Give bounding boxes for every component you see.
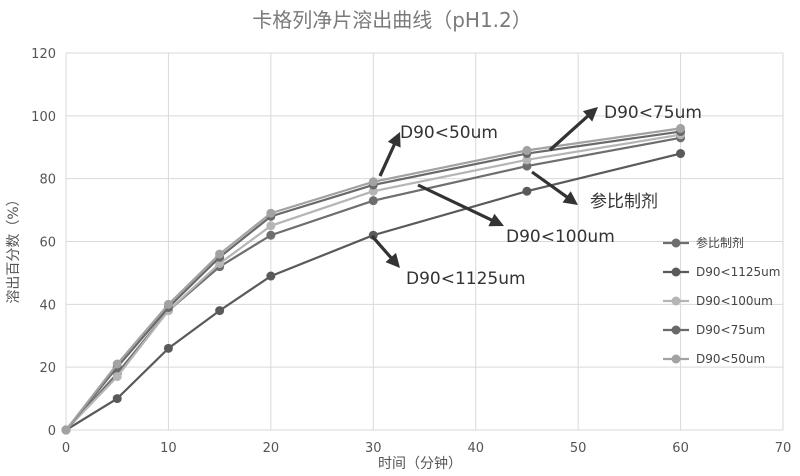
x-tick-label: 60 <box>672 441 689 456</box>
x-tick-label: 30 <box>365 441 382 456</box>
x-axis-label: 时间（分钟） <box>378 455 462 472</box>
legend-item: D90<50um <box>663 352 765 366</box>
data-point <box>368 196 378 206</box>
x-tick-label: 10 <box>160 441 177 456</box>
y-tick-label: 120 <box>31 47 56 62</box>
data-point <box>266 221 276 231</box>
data-point <box>368 186 378 196</box>
x-tick-label: 40 <box>467 441 484 456</box>
legend-label: D90<75um <box>696 323 765 337</box>
y-tick-labels: 0 20 40 60 80 100 120 <box>31 47 56 439</box>
legend-swatch-marker <box>671 267 681 277</box>
data-point <box>112 394 122 404</box>
data-point <box>266 208 276 218</box>
annotation-arrow <box>548 107 598 152</box>
legend-label: 参比制剂 <box>696 235 744 250</box>
data-point <box>522 161 532 171</box>
y-axis-label: 溶出百分数（%） <box>6 192 22 303</box>
data-point <box>112 372 122 382</box>
annotation-label: 参比制剂 <box>590 192 658 212</box>
data-point <box>163 299 173 309</box>
data-point <box>266 230 276 240</box>
series-line <box>65 152 681 431</box>
legend-item: D90<100um <box>663 294 773 308</box>
data-point <box>522 155 532 165</box>
legend-item: D90<1125um <box>663 265 780 279</box>
data-point <box>522 186 532 196</box>
legend-item: D90<75um <box>663 323 765 337</box>
data-point <box>266 271 276 281</box>
x-tick-label: 20 <box>263 441 280 456</box>
legend: 参比制剂 D90<1125um D90<100um D90<75um D90<50um <box>663 235 780 366</box>
data-point <box>215 249 225 259</box>
data-point <box>522 145 532 155</box>
series-4 <box>61 123 686 435</box>
y-tick-label: 80 <box>39 173 56 188</box>
annotation-label: D90<100um <box>506 227 615 247</box>
series-line <box>65 136 681 431</box>
data-point <box>163 343 173 353</box>
annotation-arrow <box>531 170 578 205</box>
data-point <box>215 258 225 268</box>
annotation-layer: D90<50um D90<75um 参比制剂 D90<100um D90<1125um <box>370 103 702 289</box>
series-line <box>65 127 681 431</box>
series-line <box>65 130 681 431</box>
grid-layer <box>65 52 784 431</box>
data-point <box>676 149 686 159</box>
data-point <box>61 425 71 435</box>
legend-swatch-marker <box>671 238 681 248</box>
data-point <box>368 177 378 187</box>
y-tick-label: 20 <box>39 361 56 376</box>
annotation-arrow <box>378 132 401 177</box>
x-tick-labels: 0 10 20 30 40 50 60 70 <box>62 441 791 456</box>
legend-swatch-marker <box>671 325 681 335</box>
y-tick-label: 40 <box>39 298 56 313</box>
data-point <box>676 123 686 133</box>
annotation-label: D90<50um <box>400 123 498 143</box>
y-tick-label: 100 <box>31 110 56 125</box>
annotation-arrow <box>370 234 400 268</box>
y-tick-label: 60 <box>39 236 56 251</box>
x-tick-label: 50 <box>570 441 587 456</box>
legend-label: D90<50um <box>696 352 765 366</box>
chart-title: 卡格列净片溶出曲线（pH1.2） <box>252 8 532 32</box>
x-tick-label: 0 <box>62 441 70 456</box>
data-point <box>112 359 122 369</box>
legend-item: 参比制剂 <box>663 235 744 250</box>
series-line <box>65 133 681 431</box>
x-tick-label: 70 <box>775 441 792 456</box>
legend-swatch-marker <box>671 296 681 306</box>
annotation-label: D90<1125um <box>406 269 526 289</box>
legend-swatch-marker <box>671 354 681 364</box>
legend-label: D90<100um <box>696 294 773 308</box>
y-tick-label: 0 <box>48 424 56 439</box>
legend-label: D90<1125um <box>696 265 780 279</box>
annotation-arrow <box>417 183 504 227</box>
data-point <box>215 306 225 316</box>
annotation-label: D90<75um <box>604 103 702 123</box>
